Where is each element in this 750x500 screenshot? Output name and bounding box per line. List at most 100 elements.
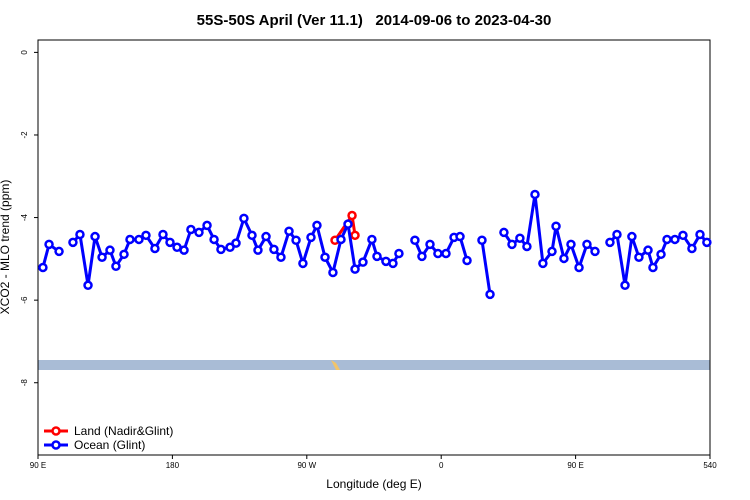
data-point (38, 262, 48, 273)
data-point (75, 229, 85, 240)
data-point (656, 249, 666, 260)
legend-label: Ocean (Glint) (74, 438, 145, 452)
data-point (702, 237, 712, 248)
data-point (320, 252, 330, 262)
legend-marker (51, 440, 61, 450)
y-axis-label: XCO2 - MLO trend (ppm) (0, 180, 12, 315)
data-point (695, 229, 705, 240)
data-point (247, 230, 257, 241)
legend-marker (51, 426, 61, 436)
data-point (441, 248, 451, 259)
data-point (44, 239, 54, 250)
data-point (590, 246, 600, 257)
y-tick-label: 0 (20, 50, 29, 55)
data-point (687, 243, 697, 254)
chart-title: 55S-50S April (Ver 11.1) 2014-09-06 to 2… (197, 12, 552, 29)
data-point (54, 246, 64, 257)
data-point (269, 244, 279, 255)
data-point (150, 243, 160, 254)
data-point (253, 245, 263, 255)
data-point (194, 227, 204, 238)
data-point (477, 235, 487, 246)
data-point (566, 239, 576, 250)
data-point (559, 253, 569, 264)
data-point (433, 248, 443, 259)
data-point (425, 239, 435, 250)
data-point (231, 238, 241, 248)
x-tick-label: 90 W (297, 461, 316, 470)
land-map-mark (331, 360, 340, 370)
data-point (678, 230, 688, 241)
data-point (111, 261, 121, 272)
data-point (462, 255, 472, 266)
data-point (627, 231, 637, 242)
data-point (551, 221, 561, 231)
data-point (670, 234, 680, 245)
data-point (291, 235, 301, 246)
data-point (515, 233, 525, 243)
data-point (634, 252, 644, 262)
x-axis-label: Longitude (deg E) (326, 477, 421, 491)
data-point (530, 189, 540, 200)
data-point (612, 229, 622, 240)
data-point (312, 220, 322, 231)
data-point (485, 289, 495, 300)
land-map-strip (38, 360, 710, 370)
data-point (202, 220, 212, 231)
data-point (350, 230, 360, 241)
data-point (643, 245, 653, 255)
data-point (209, 234, 219, 245)
data-point (216, 244, 226, 255)
data-point (417, 251, 427, 262)
data-point (225, 242, 235, 253)
y-tick-label: -6 (20, 296, 29, 304)
data-point (179, 245, 189, 255)
data-point (620, 280, 630, 291)
y-tick-label: -4 (20, 213, 29, 221)
data-point (90, 231, 100, 242)
data-point (343, 219, 353, 229)
data-point (261, 231, 271, 242)
data-point (350, 264, 360, 274)
x-tick-label: 90 E (567, 461, 583, 470)
data-point (125, 234, 135, 245)
data-point (388, 258, 398, 269)
data-point (455, 231, 465, 242)
x-tick-label: 0 (439, 461, 444, 470)
data-point (507, 239, 517, 250)
data-point (367, 234, 377, 245)
legend-label: Land (Nadir&Glint) (74, 424, 173, 438)
data-point (284, 226, 294, 236)
data-point (410, 235, 420, 246)
data-point (306, 232, 316, 243)
y-tick-label: -2 (20, 131, 29, 139)
data-point (119, 249, 129, 260)
plot-frame (37, 39, 711, 456)
data-point (358, 257, 368, 267)
data-point (158, 229, 168, 240)
data-point (105, 245, 115, 255)
data-point (522, 241, 532, 252)
data-point (298, 258, 308, 269)
data-point (605, 237, 615, 248)
data-point (547, 246, 557, 257)
data-point (97, 252, 107, 262)
x-tick-label: 90 E (30, 461, 46, 470)
data-point (499, 227, 509, 238)
data-point (648, 262, 658, 273)
data-point (68, 237, 78, 248)
data-point (372, 251, 382, 262)
data-point (186, 224, 196, 235)
data-point (582, 239, 592, 250)
data-point (347, 210, 357, 221)
data-point (328, 267, 338, 278)
data-point (83, 280, 93, 291)
data-point (239, 213, 249, 224)
data-point (134, 234, 144, 245)
data-point (662, 234, 672, 245)
data-point (538, 258, 548, 269)
data-point (574, 262, 584, 273)
x-tick-label: 540 (703, 461, 717, 470)
y-tick-label: -8 (20, 379, 29, 387)
